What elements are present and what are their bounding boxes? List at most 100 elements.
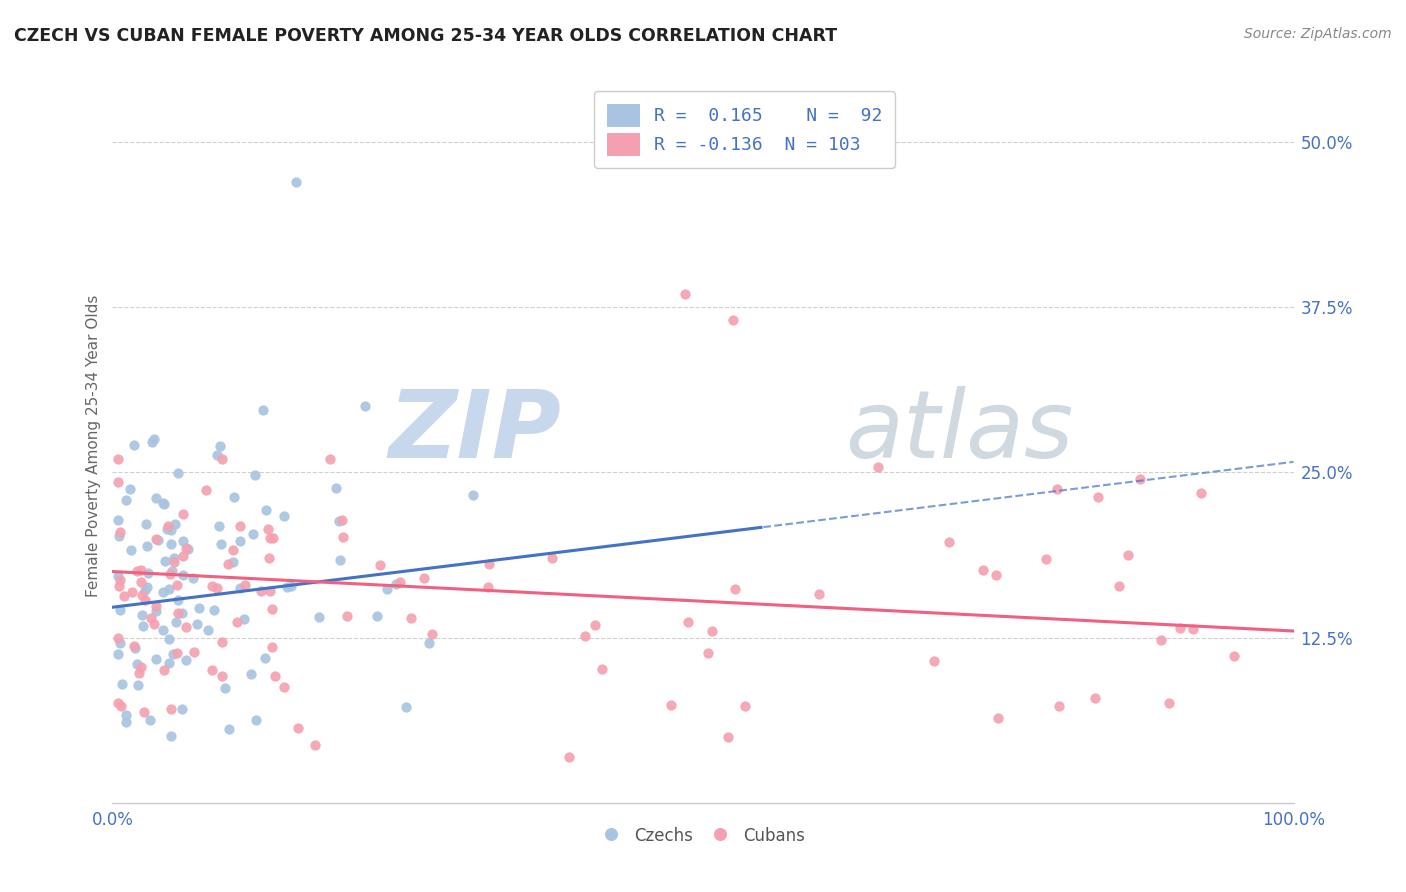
Point: [166, 606, 188, 620]
Point: [167, 466, 190, 480]
Point: [697, 646, 720, 660]
Point: [115, 492, 138, 507]
Point: [1157, 696, 1180, 710]
Point: [153, 554, 176, 568]
Point: [120, 543, 142, 558]
Point: [239, 667, 262, 681]
Point: [659, 698, 682, 712]
Point: [413, 570, 436, 584]
Y-axis label: Female Poverty Among 25-34 Year Olds: Female Poverty Among 25-34 Year Olds: [86, 295, 101, 597]
Point: [131, 588, 153, 602]
Point: [134, 582, 156, 597]
Point: [143, 617, 166, 632]
Point: [325, 481, 347, 495]
Point: [395, 700, 418, 714]
Point: [152, 585, 174, 599]
Point: [159, 524, 181, 538]
Point: [108, 579, 131, 593]
Point: [222, 543, 245, 558]
Point: [221, 555, 243, 569]
Point: [141, 435, 163, 450]
Point: [721, 313, 744, 327]
Point: [107, 696, 129, 710]
Point: [163, 555, 186, 569]
Point: [477, 580, 499, 594]
Point: [202, 602, 225, 616]
Point: [145, 651, 167, 665]
Point: [107, 452, 129, 467]
Point: [110, 699, 132, 714]
Point: [159, 537, 181, 551]
Point: [276, 580, 298, 594]
Point: [127, 678, 149, 692]
Point: [257, 522, 280, 536]
Point: [262, 640, 284, 655]
Point: [1129, 472, 1152, 486]
Point: [1150, 632, 1173, 647]
Point: [145, 533, 167, 547]
Point: [167, 592, 190, 607]
Point: [201, 579, 224, 593]
Point: [243, 467, 266, 482]
Point: [808, 586, 831, 600]
Point: [1084, 690, 1107, 705]
Point: [136, 580, 159, 594]
Point: [122, 640, 145, 654]
Point: [127, 657, 149, 671]
Point: [122, 438, 145, 452]
Point: [1189, 485, 1212, 500]
Point: [160, 702, 183, 716]
Point: [273, 508, 295, 523]
Point: [145, 491, 167, 505]
Point: [159, 567, 181, 582]
Point: [987, 711, 1010, 725]
Point: [172, 606, 194, 620]
Point: [134, 593, 156, 607]
Point: [157, 582, 180, 597]
Point: [145, 604, 167, 618]
Point: [284, 175, 307, 189]
Point: [112, 589, 135, 603]
Point: [166, 646, 188, 660]
Point: [141, 611, 163, 625]
Point: [366, 609, 388, 624]
Point: [114, 715, 136, 730]
Point: [176, 542, 198, 557]
Point: [159, 632, 181, 647]
Point: [160, 729, 183, 743]
Point: [229, 534, 252, 549]
Point: [209, 536, 232, 550]
Point: [461, 488, 484, 502]
Point: [249, 583, 271, 598]
Point: [734, 698, 756, 713]
Point: [260, 601, 283, 615]
Point: [208, 519, 231, 533]
Text: atlas: atlas: [845, 386, 1073, 477]
Point: [156, 523, 179, 537]
Point: [717, 730, 740, 744]
Point: [287, 721, 309, 735]
Point: [172, 567, 194, 582]
Point: [174, 653, 197, 667]
Point: [214, 681, 236, 695]
Point: [866, 460, 889, 475]
Point: [1108, 579, 1130, 593]
Point: [273, 680, 295, 694]
Point: [375, 582, 398, 596]
Point: [673, 287, 696, 301]
Point: [129, 660, 152, 674]
Point: [399, 611, 422, 625]
Text: Source: ZipAtlas.com: Source: ZipAtlas.com: [1244, 27, 1392, 41]
Point: [128, 665, 150, 680]
Point: [152, 663, 174, 677]
Point: [107, 647, 129, 661]
Point: [107, 513, 129, 527]
Point: [1182, 622, 1205, 636]
Point: [217, 558, 239, 572]
Point: [229, 518, 252, 533]
Point: [111, 677, 134, 691]
Point: [257, 550, 280, 565]
Point: [181, 571, 204, 585]
Point: [259, 532, 281, 546]
Point: [205, 448, 228, 462]
